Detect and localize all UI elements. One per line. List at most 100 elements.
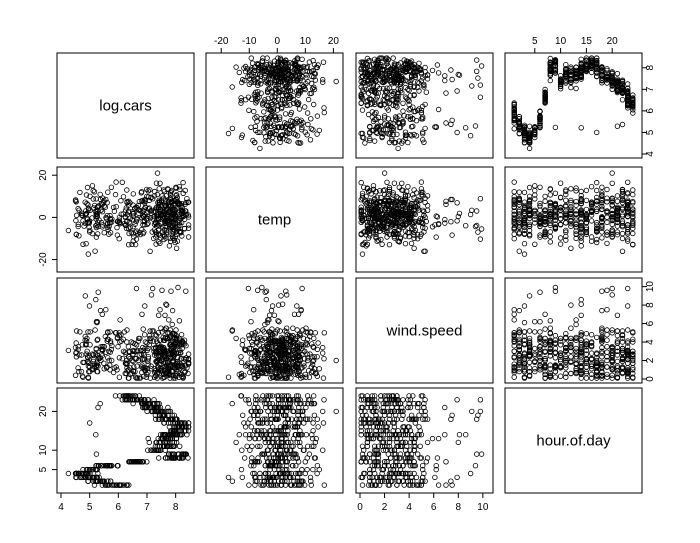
data-point xyxy=(552,124,559,131)
data-point xyxy=(395,96,401,103)
data-point xyxy=(578,238,584,244)
data-point xyxy=(113,203,119,210)
data-point xyxy=(251,79,257,85)
data-point xyxy=(588,332,595,338)
data-point xyxy=(521,319,528,326)
data-point xyxy=(469,207,475,213)
data-point xyxy=(625,179,631,185)
data-point xyxy=(255,80,261,86)
data-point xyxy=(573,317,579,323)
data-point xyxy=(511,307,517,313)
scatter-panel-1-2 xyxy=(358,170,485,257)
data-point xyxy=(475,75,481,81)
data-point xyxy=(578,243,584,249)
data-point xyxy=(516,123,522,129)
data-point xyxy=(293,65,299,71)
data-point xyxy=(364,55,371,62)
data-point xyxy=(333,78,339,85)
data-point xyxy=(521,303,528,309)
data-point xyxy=(609,285,615,292)
data-point xyxy=(316,366,322,372)
data-point xyxy=(537,116,543,122)
data-point xyxy=(599,67,605,73)
data-point xyxy=(79,212,85,219)
panel-frame-0-1 xyxy=(205,52,344,159)
data-point xyxy=(384,85,390,91)
data-point xyxy=(142,303,148,309)
data-point xyxy=(388,66,394,73)
data-point xyxy=(386,85,393,91)
data-point xyxy=(239,132,245,138)
data-point xyxy=(299,56,305,62)
data-point xyxy=(588,183,595,190)
data-point xyxy=(378,102,384,108)
data-point xyxy=(93,196,99,202)
data-point xyxy=(454,88,460,94)
data-point xyxy=(261,109,267,115)
data-point xyxy=(614,70,621,77)
data-point xyxy=(625,88,631,94)
data-point xyxy=(416,88,422,94)
data-point xyxy=(320,76,326,83)
data-point xyxy=(298,69,304,75)
data-point xyxy=(285,130,291,136)
data-point xyxy=(176,443,183,449)
data-point xyxy=(266,133,273,139)
data-point xyxy=(407,116,414,122)
data-point xyxy=(599,80,605,86)
data-point xyxy=(526,130,533,136)
data-point xyxy=(311,84,317,90)
data-point xyxy=(369,88,375,94)
data-point xyxy=(454,200,460,206)
data-point xyxy=(238,100,244,106)
data-point xyxy=(391,78,398,84)
data-point xyxy=(407,79,414,85)
data-point xyxy=(420,114,426,120)
data-point xyxy=(411,72,417,79)
data-point xyxy=(384,179,390,185)
data-point xyxy=(238,134,245,141)
data-point xyxy=(395,93,401,100)
data-point xyxy=(364,79,371,85)
data-point xyxy=(604,80,610,86)
data-point xyxy=(448,218,454,225)
data-point xyxy=(547,66,553,73)
data-point xyxy=(141,332,148,338)
data-point xyxy=(248,319,254,325)
data-point xyxy=(142,196,148,203)
data-point xyxy=(516,130,522,137)
data-point xyxy=(276,85,282,92)
data-point xyxy=(604,349,610,355)
data-point xyxy=(385,57,391,63)
data-point xyxy=(412,74,418,80)
data-point xyxy=(389,135,395,142)
data-point xyxy=(412,108,418,115)
data-point xyxy=(89,183,96,189)
data-point xyxy=(625,303,631,309)
data-point xyxy=(392,114,399,120)
data-point xyxy=(159,287,165,293)
data-point xyxy=(614,89,621,96)
data-point xyxy=(312,330,318,336)
data-point xyxy=(233,335,239,342)
data-point xyxy=(101,229,107,236)
data-point xyxy=(84,184,91,191)
scatter-panel-0-2 xyxy=(358,55,485,152)
data-point xyxy=(287,84,293,91)
data-point xyxy=(442,73,448,79)
data-point xyxy=(568,79,574,86)
data-point xyxy=(272,87,278,93)
data-point xyxy=(359,107,366,113)
data-point xyxy=(410,115,416,122)
data-point xyxy=(511,113,517,119)
data-point xyxy=(604,219,610,226)
data-point xyxy=(435,70,442,76)
data-point xyxy=(609,372,615,378)
data-point xyxy=(113,179,119,185)
data-point xyxy=(153,231,160,238)
data-point xyxy=(578,69,584,75)
data-point xyxy=(594,70,600,76)
data-point xyxy=(294,88,300,94)
data-point xyxy=(397,81,404,87)
